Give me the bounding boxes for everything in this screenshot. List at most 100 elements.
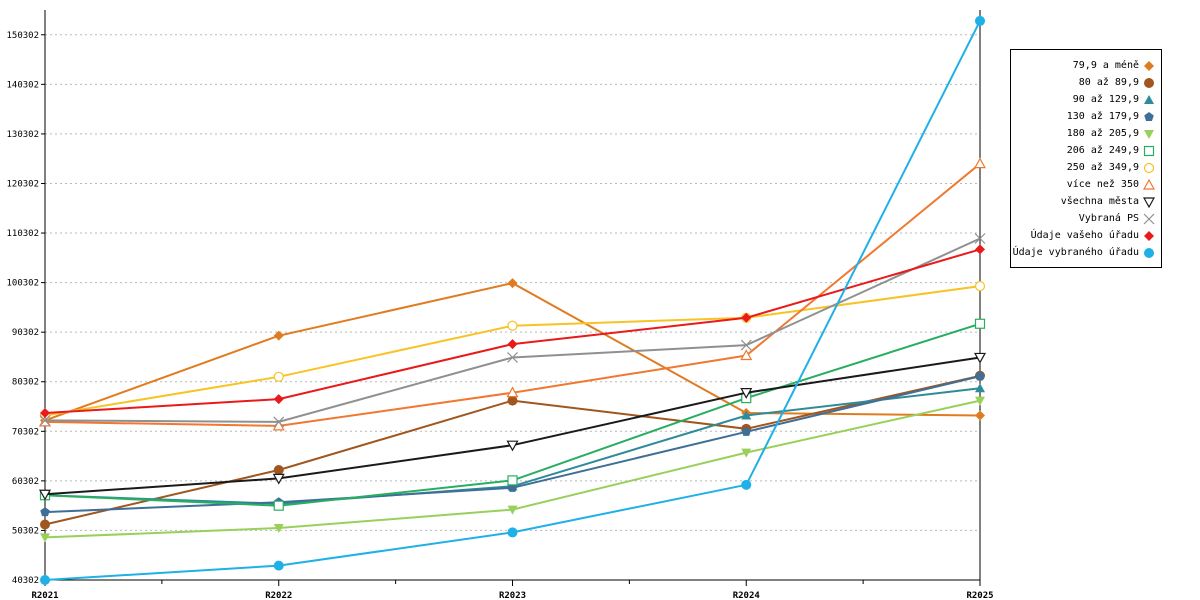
data-point — [975, 15, 985, 26]
data-point — [1144, 129, 1154, 139]
data-point — [40, 519, 50, 530]
data-point — [40, 533, 50, 543]
data-point — [273, 394, 284, 405]
series-line — [44, 356, 981, 496]
x-marker-stroke — [740, 339, 752, 351]
legend-marker — [1144, 77, 1154, 88]
data-point — [741, 448, 752, 458]
data-point — [975, 410, 985, 421]
data-point — [507, 395, 518, 406]
x-tick-label: R2023 — [499, 591, 526, 600]
data-point — [741, 426, 752, 436]
data-point — [1143, 213, 1155, 224]
data-point — [740, 388, 753, 399]
legend-marker — [1144, 230, 1154, 241]
axes — [41, 10, 981, 586]
data-point — [273, 371, 284, 382]
y-tick-label: 40302 — [12, 576, 39, 586]
legend-marker — [1143, 145, 1155, 156]
data-point — [975, 244, 985, 255]
data-point — [1144, 60, 1154, 71]
x-marker-stroke — [39, 414, 51, 426]
data-point — [273, 330, 284, 341]
legend-label: 130 až 179,9 — [1066, 111, 1139, 122]
data-point — [1143, 196, 1155, 208]
legend-item: 180 až 205,9 — [1067, 125, 1155, 142]
y-tick-label: 90302 — [12, 328, 39, 338]
series-10 — [40, 244, 985, 418]
x-tick-label: R2024 — [733, 591, 761, 600]
legend-item: 206 až 249,9 — [1067, 142, 1155, 159]
y-tick-label: 100302 — [6, 279, 39, 289]
data-point — [974, 233, 986, 244]
data-point — [507, 278, 518, 289]
tick-labels: 40302 50302 60302 70302 80302 90302 100302 1103… — [6, 31, 993, 600]
data-point — [741, 479, 752, 490]
x-marker-stroke — [507, 352, 518, 363]
data-point — [273, 560, 284, 571]
data-point — [507, 475, 518, 486]
legend-marker — [1143, 213, 1155, 224]
x-marker-stroke — [974, 233, 986, 244]
data-point — [975, 396, 985, 406]
data-point — [40, 507, 50, 517]
legend-item: 79,9 a méně — [1073, 57, 1155, 74]
y-tick-label: 60302 — [12, 477, 39, 487]
y-tick-label: 140302 — [6, 80, 39, 90]
legend-label: 180 až 205,9 — [1066, 128, 1139, 139]
legend-item: více než 350 — [1067, 176, 1155, 193]
x-tick-label: R2025 — [966, 591, 993, 600]
data-point — [1143, 145, 1155, 156]
data-point — [1144, 77, 1154, 88]
legend-marker — [1144, 247, 1154, 258]
legend-item: Údaje vybraného úřadu — [1013, 244, 1155, 261]
data-point — [272, 473, 285, 485]
data-point — [975, 383, 985, 393]
x-tick-label: R2022 — [265, 591, 292, 600]
data-point — [1144, 247, 1154, 258]
data-point — [1143, 178, 1155, 190]
data-point — [273, 464, 284, 475]
data-point — [1143, 162, 1155, 173]
legend-label: 80 až 89,9 — [1078, 77, 1139, 88]
data-point — [507, 339, 518, 350]
legend-item: 130 až 179,9 — [1067, 108, 1155, 125]
x-marker-stroke — [1143, 213, 1155, 224]
y-tick-label: 70302 — [12, 427, 39, 437]
data-point — [740, 339, 752, 351]
legend-label: 206 až 249,9 — [1066, 145, 1139, 156]
y-tick-label: 150302 — [6, 31, 39, 41]
legend-marker — [1143, 178, 1155, 190]
series-8 — [38, 352, 987, 501]
x-tick-label: R2021 — [31, 591, 58, 600]
legend-item: 250 až 349,9 — [1067, 159, 1155, 176]
legend-item: Vybraná PS — [1079, 210, 1155, 227]
legend-label: 250 až 349,9 — [1066, 162, 1139, 173]
series-9 — [39, 233, 986, 428]
data-point — [273, 523, 284, 533]
data-point — [974, 318, 986, 329]
data-point — [40, 407, 50, 418]
legend-marker — [1144, 129, 1154, 139]
legend-label: Vybraná PS — [1078, 213, 1139, 224]
data-point — [40, 575, 50, 585]
legend-label: více než 350 — [1066, 179, 1139, 190]
data-point — [506, 440, 519, 452]
y-tick-label: 120302 — [6, 179, 39, 189]
data-point — [741, 312, 752, 323]
data-point — [39, 414, 51, 426]
legend-item: 90 až 129,9 — [1073, 91, 1155, 108]
data-point — [507, 320, 518, 331]
data-point — [272, 419, 285, 431]
legend-item: 80 až 89,9 — [1079, 74, 1155, 91]
y-tick-label: 80302 — [12, 378, 39, 388]
legend-item: Údaje vašeho úřadu — [1031, 227, 1155, 244]
data-point — [506, 386, 519, 398]
data-point — [507, 505, 518, 515]
y-tick-label: 130302 — [6, 130, 39, 140]
data-point — [38, 489, 52, 501]
data-point — [974, 280, 986, 292]
data-point — [507, 352, 518, 363]
data-point — [741, 410, 752, 420]
legend-label: Údaje vašeho úřadu — [1030, 230, 1139, 241]
